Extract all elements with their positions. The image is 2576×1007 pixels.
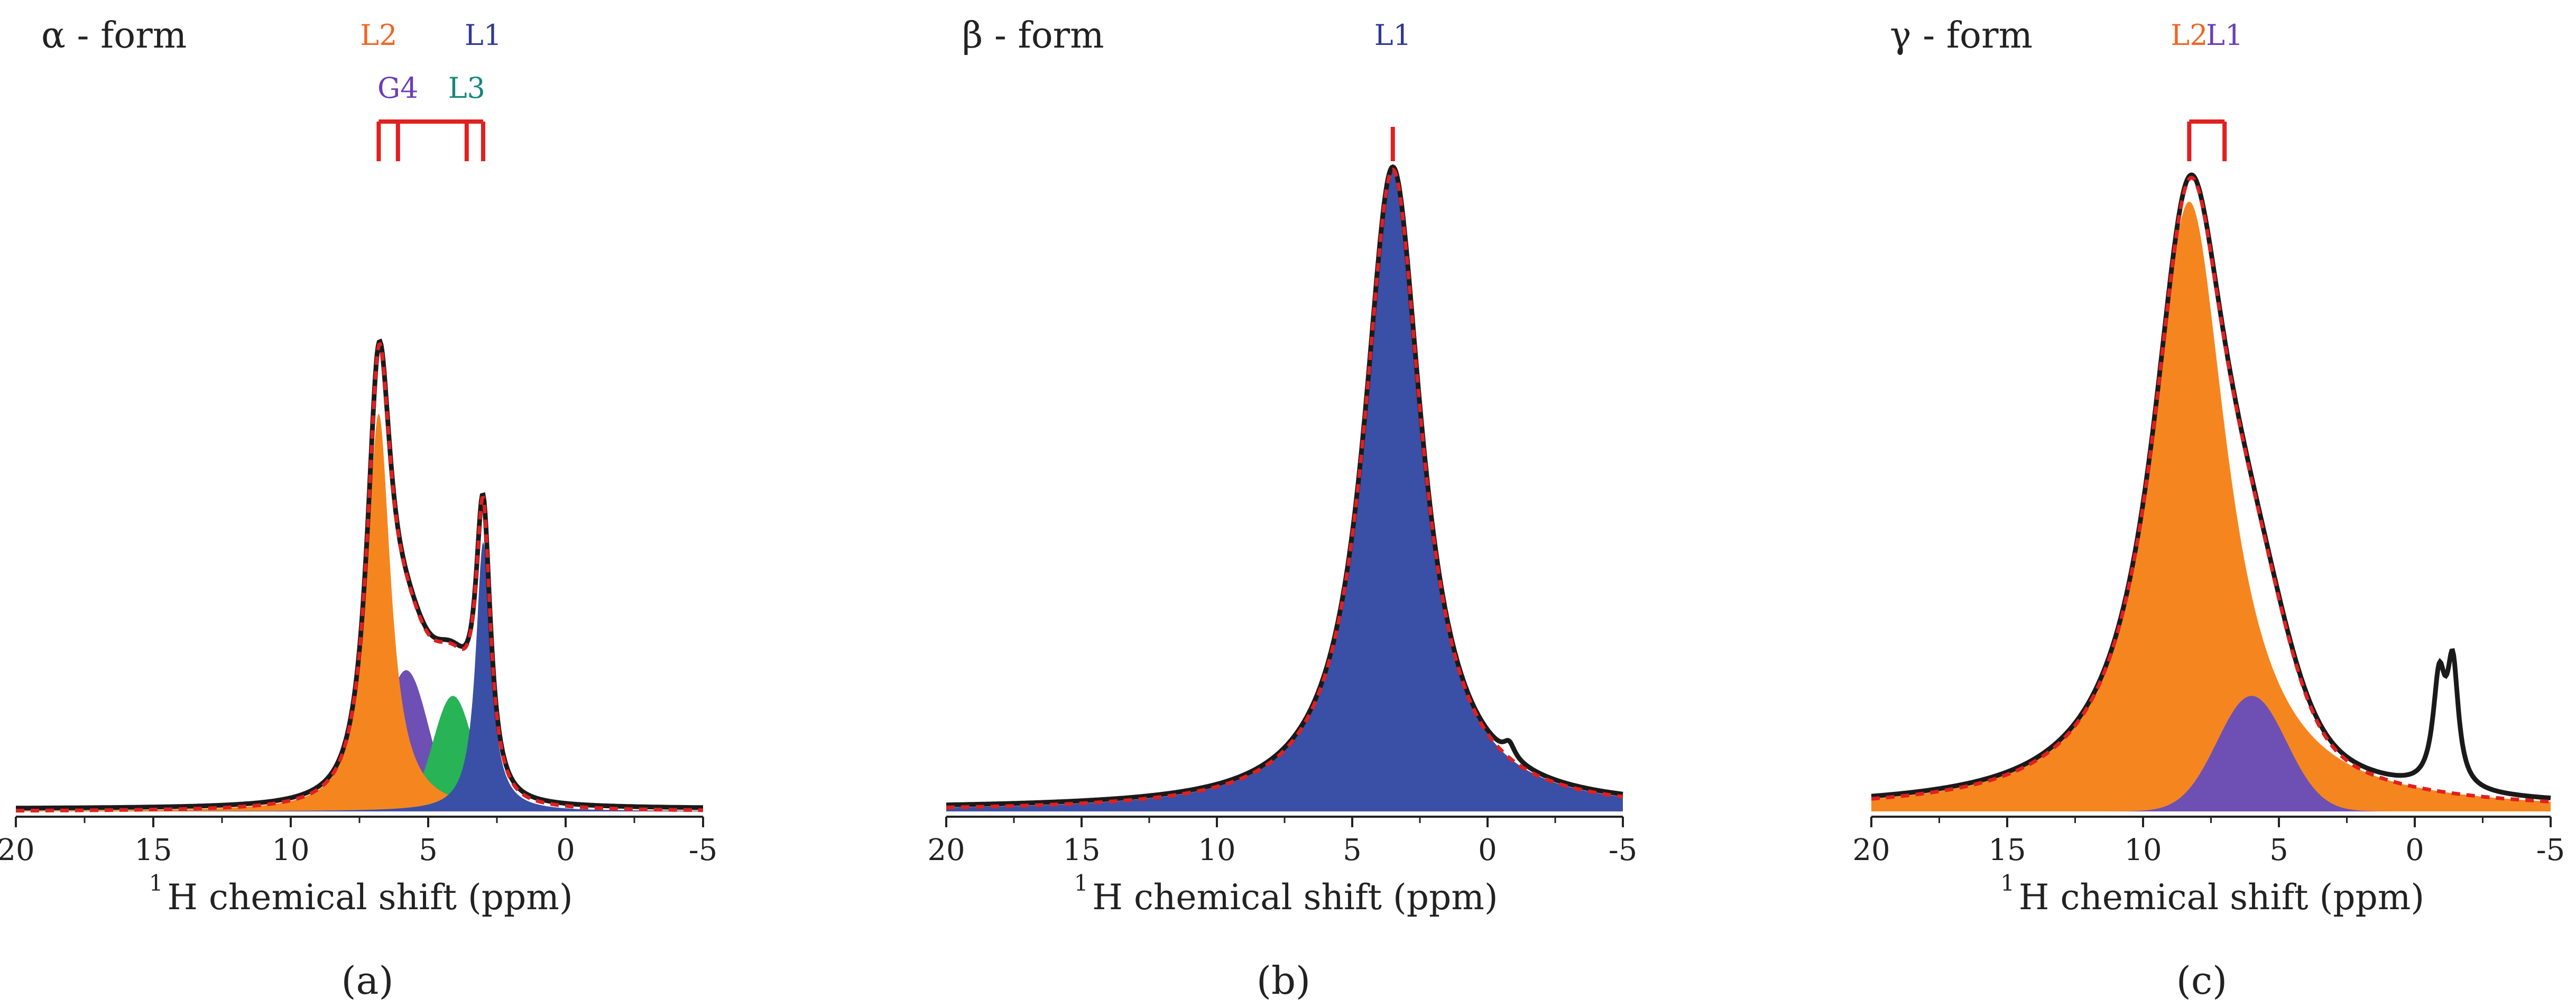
peak-label-l2: L2 [360,19,397,52]
panel-c: γ - form (c) 20 15 10 5 0 -5 H chemical shift … [1852,15,2565,1003]
x-axis-label-superscript: 1 [2000,870,2015,896]
peak-l2-area [1871,201,2551,811]
x-axis-label: H chemical shift (ppm) [167,877,573,918]
x-tick-label: 10 [1198,833,1235,867]
x-tick-label: 5 [2269,833,2288,867]
experimental-spectrum [16,338,703,811]
peak-label-l1: L1 [1374,19,1411,52]
peak-label-l1: L1 [2206,19,2243,52]
x-tick-label: 10 [272,833,309,867]
x-tick-label: 5 [1343,833,1362,867]
peak-l2-area [16,413,703,811]
peak-l1-area [1871,696,2551,811]
x-tick-label: 20 [1852,833,1890,867]
x-tick-label: 0 [1478,833,1497,867]
x-tick-label: 15 [1988,833,2026,867]
x-tick-label: 5 [419,833,438,867]
fitted-spectrum [946,167,1623,809]
x-tick-label: 10 [2124,833,2162,867]
panel-a: α - form (a) 20 15 10 5 0 -5 H chemical shift … [0,15,717,1003]
x-tick-label: -5 [2536,833,2565,867]
panel-label: (a) [341,958,393,1003]
x-tick-label: 0 [2405,833,2424,867]
peak-label-g4: G4 [377,71,419,105]
panel-title: α - form [41,15,187,57]
x-axis-label-superscript: 1 [149,870,163,896]
x-tick-label: -5 [1609,833,1638,867]
peak-label-l2: L2 [2171,19,2208,52]
x-axis-label: H chemical shift (ppm) [2019,877,2424,918]
panel-label: (b) [1257,958,1310,1003]
x-axis-label: H chemical shift (ppm) [1092,877,1498,918]
x-tick-label: 20 [0,833,35,867]
panel-b: β - form (b) 20 15 10 5 0 -5 H chemical shift … [927,15,1637,1003]
peak-label-l3: L3 [448,71,485,105]
x-tick-label: 20 [927,833,965,867]
x-axis-label-superscript: 1 [1074,870,1088,896]
experimental-spectrum [946,164,1623,808]
x-tick-label: 15 [134,833,172,867]
x-tick-label: 15 [1063,833,1100,867]
x-tick-label: -5 [689,833,718,867]
panel-label: (c) [2176,958,2228,1003]
panel-title: β - form [962,15,1104,57]
peak-l1-area [946,169,1623,812]
fitted-spectrum [1871,175,2551,803]
x-tick-label: 0 [556,833,575,867]
peak-label-l1: L1 [465,19,502,52]
panel-title: γ - form [1890,15,2033,57]
